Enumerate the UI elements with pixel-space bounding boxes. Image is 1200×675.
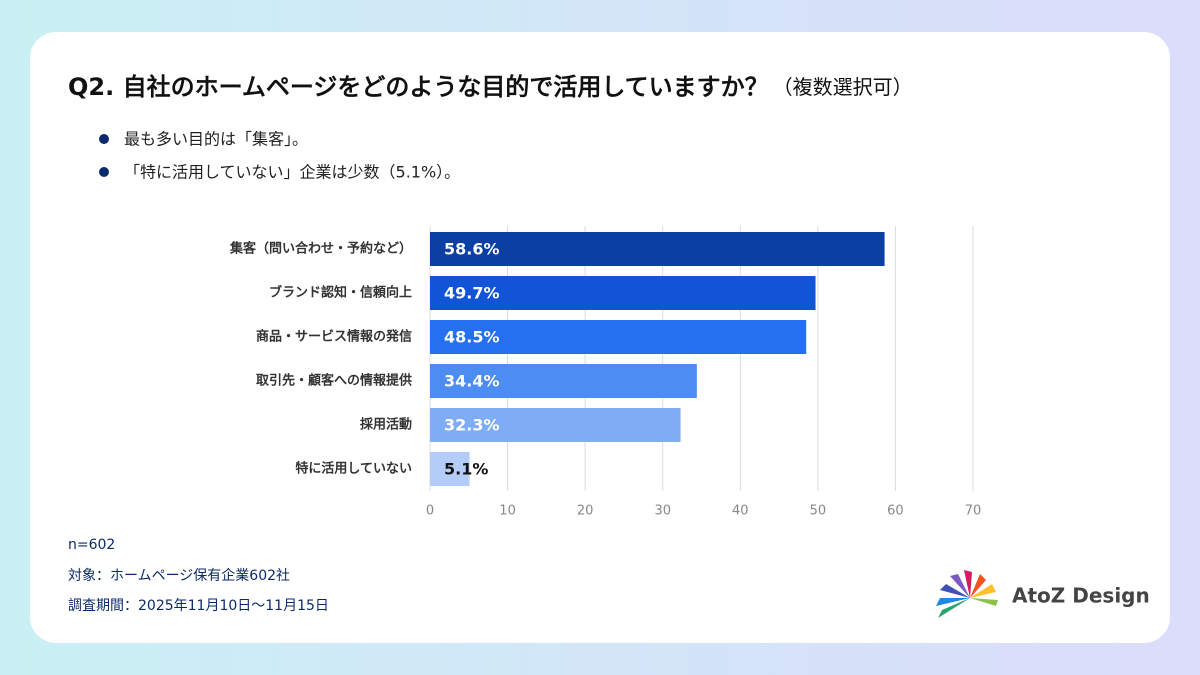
- note: 対象：ホームページ保有企業602社: [68, 567, 290, 584]
- bullet: 最も多い目的は「集客」。: [124, 130, 308, 149]
- x-tick-label: 70: [965, 504, 982, 519]
- y-tick-label: 取引先・顧客への情報提供: [256, 373, 412, 389]
- y-tick-label: 商品・サービス情報の発信: [256, 329, 412, 345]
- bullet-dot: [99, 167, 109, 177]
- bar: [430, 320, 807, 354]
- value-label: 49.7%: [444, 284, 500, 303]
- value-label: 5.1%: [444, 460, 488, 479]
- value-label: 34.4%: [444, 372, 500, 391]
- y-tick-label: 採用活動: [360, 417, 412, 433]
- logo-text: AtoZ Design: [1012, 584, 1150, 608]
- x-tick-label: 40: [732, 504, 749, 519]
- bar: [430, 276, 816, 310]
- bar: [430, 452, 470, 486]
- x-tick-label: 30: [654, 504, 671, 519]
- y-tick-label: ブランド認知・信頼向上: [269, 285, 412, 301]
- x-tick-label: 50: [810, 504, 827, 519]
- x-tick-label: 10: [499, 504, 516, 519]
- title-main: Q2. 自社のホームページをどのような目的で活用していますか？: [68, 73, 769, 101]
- note: n=602: [68, 537, 115, 553]
- bar: [430, 408, 681, 442]
- chart: 0 10 20 30 40 50 60 70 集客（問い合わせ・予約など） 58.6% ブランド認知…: [229, 226, 981, 519]
- title-note: （複数選択可）: [773, 75, 913, 99]
- bullet-dot: [99, 134, 109, 144]
- x-tick-label: 20: [577, 504, 594, 519]
- value-label: 58.6%: [444, 240, 500, 259]
- bar: [430, 232, 885, 266]
- bullet: 「特に活用していない」企業は少数（5.1%）。: [124, 163, 460, 182]
- x-tick-label: 0: [426, 504, 434, 519]
- title: Q2. 自社のホームページをどのような目的で活用していますか？ （複数選択可）: [68, 73, 913, 101]
- y-tick-label: 集客（問い合わせ・予約など）: [229, 241, 412, 257]
- logo-mark: [936, 570, 998, 618]
- x-tick-label: 60: [887, 504, 904, 519]
- value-label: 48.5%: [444, 328, 500, 347]
- note: 調査期間：2025年11月10日〜11月15日: [68, 598, 329, 614]
- y-tick-label: 特に活用していない: [295, 461, 412, 477]
- bar: [430, 364, 697, 398]
- value-label: 32.3%: [444, 416, 500, 435]
